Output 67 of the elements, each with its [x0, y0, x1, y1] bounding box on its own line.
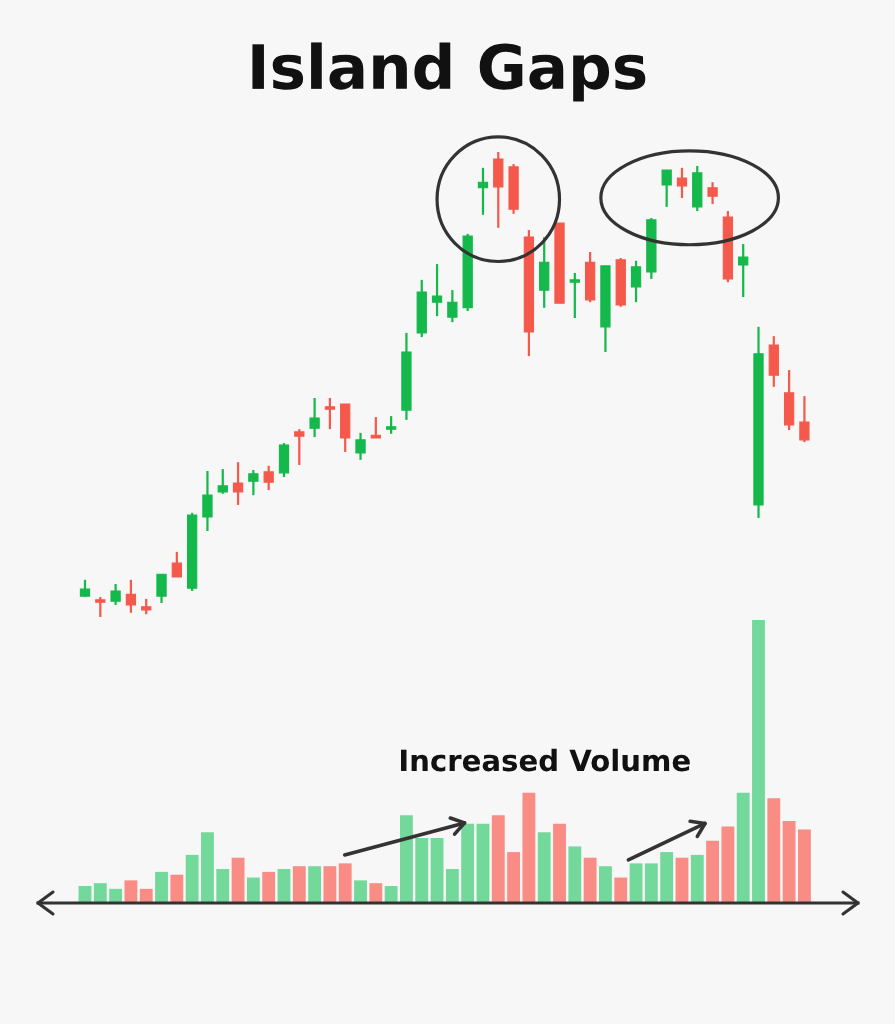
bar — [599, 866, 612, 903]
bar — [767, 798, 781, 903]
candlestick — [569, 271, 580, 320]
candlestick — [309, 396, 320, 439]
bar — [706, 840, 720, 903]
bar — [216, 869, 230, 903]
candlestick — [324, 396, 336, 431]
candlestick — [202, 469, 213, 533]
bar — [660, 852, 674, 903]
candlestick — [355, 431, 366, 461]
bar — [782, 820, 796, 903]
candlestick — [110, 582, 121, 607]
chart-title: Island Gaps — [252, 42, 646, 102]
candlestick — [294, 428, 305, 467]
bar — [430, 837, 444, 903]
bar — [644, 863, 658, 903]
candlestick — [799, 395, 810, 444]
bar — [583, 857, 597, 903]
candlestick — [676, 166, 688, 200]
bar — [752, 620, 765, 903]
bar — [338, 863, 352, 903]
bar — [415, 837, 429, 903]
bar — [522, 792, 536, 903]
bar — [721, 826, 735, 903]
bar — [185, 854, 199, 903]
bar — [798, 829, 811, 903]
bar — [124, 880, 138, 903]
candlestick — [95, 595, 106, 619]
candlestick — [217, 468, 228, 495]
bar — [537, 832, 551, 903]
candlestick — [156, 573, 167, 605]
bar — [614, 877, 628, 903]
candlestick — [707, 181, 718, 206]
candlestick — [661, 169, 672, 208]
candlestick — [171, 550, 182, 579]
candlestick — [630, 259, 642, 304]
bar — [262, 871, 276, 903]
bar — [201, 832, 214, 903]
candlestick — [125, 578, 137, 614]
candlestick — [370, 415, 381, 440]
bar — [369, 883, 383, 903]
bar — [629, 863, 643, 903]
bar — [491, 815, 505, 903]
bar — [445, 869, 459, 903]
candlestick — [232, 461, 244, 507]
bar — [354, 880, 367, 903]
bar — [323, 866, 337, 903]
bar — [246, 877, 260, 903]
bar — [507, 852, 521, 903]
bar — [736, 792, 750, 903]
bar — [461, 823, 475, 903]
bar — [292, 866, 306, 903]
annotation: Increased Volume — [401, 748, 690, 772]
bar — [155, 871, 168, 903]
bar — [400, 815, 413, 903]
bar — [690, 854, 704, 903]
bar — [476, 823, 490, 903]
bar — [553, 823, 566, 903]
candlestick — [263, 464, 274, 492]
candlestick — [248, 468, 259, 497]
candlestick — [431, 262, 443, 318]
candlestick — [447, 288, 458, 324]
candlestick — [738, 242, 749, 299]
bar — [170, 874, 184, 903]
bar — [93, 883, 107, 903]
bar — [308, 866, 322, 903]
bar — [568, 846, 582, 903]
